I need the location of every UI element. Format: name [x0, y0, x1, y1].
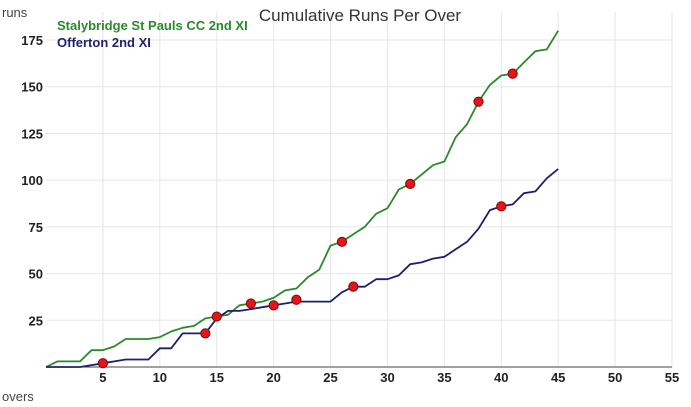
x-tick-label: 25: [323, 370, 337, 385]
grid: [46, 12, 673, 367]
x-tick-label: 20: [266, 370, 280, 385]
y-tick-labels: 25 50 75 100 125 150 175: [21, 33, 43, 328]
x-tick-label: 5: [99, 370, 106, 385]
wicket-marker: [405, 178, 416, 189]
chart-title: Cumulative Runs Per Over: [259, 6, 462, 25]
legend-entry-stalybridge: Stalybridge St Pauls CC 2nd XI: [57, 18, 248, 33]
y-tick-label: 75: [29, 220, 43, 235]
x-axis-label: overs: [2, 389, 34, 404]
y-tick-label: 25: [29, 313, 43, 328]
y-axis-label: runs: [2, 5, 28, 20]
x-tick-label: 10: [153, 370, 167, 385]
series-line-0: [45, 30, 559, 368]
wicket-marker: [211, 311, 222, 322]
x-tick-label: 30: [380, 370, 394, 385]
x-tick-label: 40: [494, 370, 508, 385]
x-tick-labels: 5 10 15 20 25 30 35 40 45 50 55: [99, 370, 679, 385]
wicket-marker: [268, 300, 279, 311]
y-tick-label: 100: [21, 173, 43, 188]
legend-entry-offerton: Offerton 2nd XI: [57, 35, 151, 50]
x-tick-label: 35: [437, 370, 451, 385]
y-tick-label: 175: [21, 33, 43, 48]
y-tick-label: 150: [21, 80, 43, 95]
wicket-marker: [348, 281, 359, 292]
series-line-1: [46, 168, 559, 368]
wicket-markers: [97, 68, 518, 369]
x-tick-label: 50: [608, 370, 622, 385]
wicket-marker: [336, 236, 348, 247]
x-tick-label: 15: [209, 370, 223, 385]
y-tick-label: 50: [29, 267, 43, 282]
y-tick-label: 125: [21, 126, 43, 141]
x-tick-label: 45: [551, 370, 565, 385]
wicket-marker: [507, 68, 518, 79]
wicket-marker: [473, 96, 484, 107]
wicket-marker: [97, 358, 109, 369]
x-tick-label: 55: [665, 370, 679, 385]
series-lines: [45, 30, 559, 368]
wicket-marker: [291, 294, 302, 305]
wicket-marker: [496, 201, 507, 212]
wicket-marker: [200, 328, 211, 339]
wicket-marker: [245, 298, 256, 309]
